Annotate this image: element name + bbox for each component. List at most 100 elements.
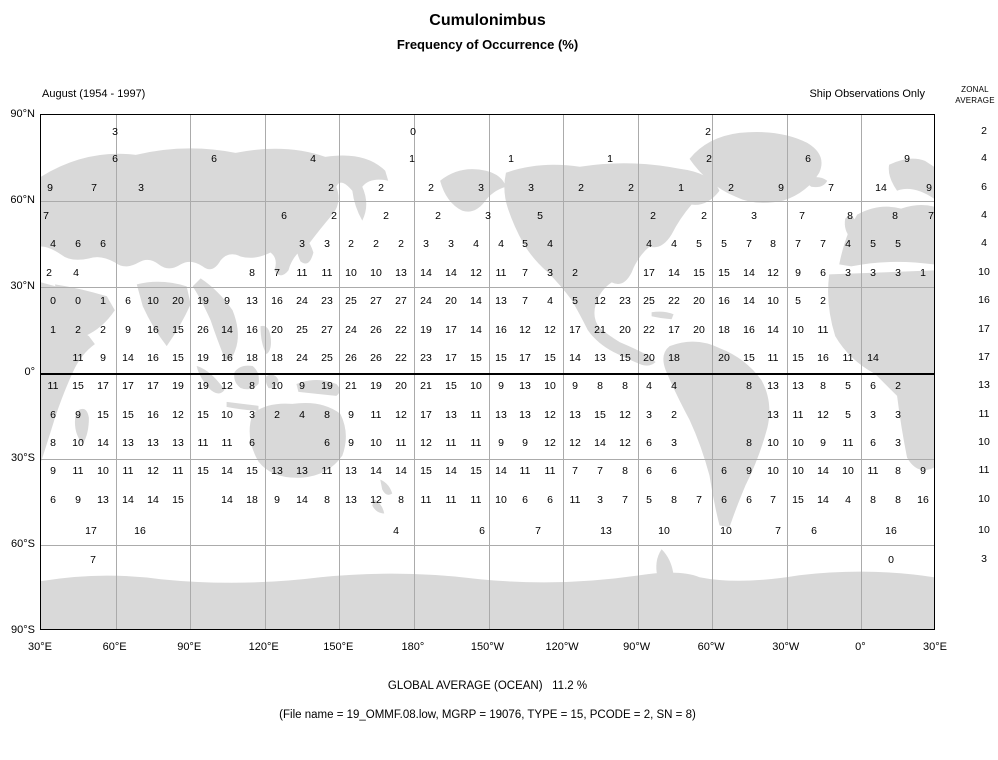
grid-value: 6 xyxy=(50,409,56,421)
lon-label: 120°E xyxy=(248,641,279,653)
landmass-philippines xyxy=(260,325,271,355)
grid-value: 6 xyxy=(721,494,727,506)
grid-value: 11 xyxy=(767,352,779,364)
grid-value: 13 xyxy=(296,465,308,477)
grid-value: 13 xyxy=(519,409,531,421)
grid-value: 24 xyxy=(420,295,432,307)
grid-value: 2 xyxy=(671,409,677,421)
grid-value: 17 xyxy=(569,324,581,336)
grid-value: 23 xyxy=(321,295,333,307)
grid-value: 3 xyxy=(646,409,652,421)
file-info-text: (File name = 19_OMMF.08.low, MGRP = 1907… xyxy=(279,709,696,721)
grid-value: 15 xyxy=(172,494,184,506)
grid-value: 12 xyxy=(594,295,606,307)
lon-label: 0° xyxy=(855,641,866,653)
grid-value: 7 xyxy=(522,295,528,307)
grid-value: 9 xyxy=(75,494,81,506)
grid-value: 12 xyxy=(519,324,531,336)
grid-value: 10 xyxy=(792,437,804,449)
grid-value: 5 xyxy=(795,295,801,307)
grid-value: 2 xyxy=(331,210,337,222)
grid-value: 0 xyxy=(50,295,56,307)
grid-value: 11 xyxy=(842,437,854,449)
landmass-antarctica xyxy=(41,571,934,629)
grid-value: 13 xyxy=(395,267,407,279)
grid-value: 7 xyxy=(522,267,528,279)
grid-value: 2 xyxy=(428,182,434,194)
grid-value: 19 xyxy=(197,380,209,392)
zonal-average-value: 16 xyxy=(978,294,990,306)
grid-value: 12 xyxy=(544,409,556,421)
lon-label: 60°W xyxy=(697,641,725,653)
grid-value: 8 xyxy=(622,465,628,477)
grid-value: 16 xyxy=(246,324,258,336)
landmass-alaska xyxy=(440,169,506,212)
zonal-average-value: 10 xyxy=(978,524,990,536)
grid-value: 9 xyxy=(50,465,56,477)
map-plot-area: 3 0 2 6 6 4 1 1 1 2 6 9 9 7 3 2 2 2 3 3 2 2 1 2 9 7 14 9 7 6 2 2 2 3 5 2 2 3 7… xyxy=(40,114,935,630)
grid-value: 13 xyxy=(519,380,531,392)
landmass-british-isles xyxy=(844,216,856,239)
landmass-borneo xyxy=(234,365,259,390)
grid-value: 8 xyxy=(892,210,898,222)
grid-value: 9 xyxy=(274,494,280,506)
grid-value: 3 xyxy=(547,267,553,279)
grid-value: 10 xyxy=(658,525,670,537)
zonal-average-value: 4 xyxy=(981,152,987,164)
grid-value: 8 xyxy=(870,494,876,506)
grid-value: 11 xyxy=(122,465,134,477)
grid-value: 14 xyxy=(767,324,779,336)
lon-label: 120°W xyxy=(545,641,579,653)
landmass-africa-east xyxy=(41,282,95,462)
grid-value: 3 xyxy=(249,409,255,421)
grid-value: 15 xyxy=(197,465,209,477)
grid-value: 1 xyxy=(607,153,613,165)
longitude-gridline xyxy=(339,115,341,629)
grid-value: 11 xyxy=(445,494,457,506)
grid-value: 13 xyxy=(345,494,357,506)
grid-value: 12 xyxy=(147,465,159,477)
lon-label: 150°W xyxy=(470,641,505,653)
grid-value: 6 xyxy=(721,465,727,477)
grid-value: 17 xyxy=(147,380,159,392)
grid-value: 6 xyxy=(50,494,56,506)
zonal-average-value: 4 xyxy=(981,237,987,249)
grid-value: 5 xyxy=(721,238,727,250)
grid-value: 14 xyxy=(122,494,134,506)
grid-value: 8 xyxy=(50,437,56,449)
landmass-south-america xyxy=(663,341,770,528)
latitude-gridline xyxy=(41,459,934,460)
grid-value: 3 xyxy=(597,494,603,506)
grid-value: 4 xyxy=(547,295,553,307)
grid-value: 10 xyxy=(370,267,382,279)
grid-value: 11 xyxy=(72,352,84,364)
grid-value: 4 xyxy=(393,525,399,537)
grid-value: 16 xyxy=(134,525,146,537)
grid-value: 13 xyxy=(594,352,606,364)
landmass-antarctic-peninsula xyxy=(656,549,674,578)
equator-line xyxy=(41,373,934,375)
grid-value: 15 xyxy=(172,324,184,336)
grid-value: 6 xyxy=(870,437,876,449)
grid-value: 4 xyxy=(50,238,56,250)
grid-value: 10 xyxy=(767,437,779,449)
grid-value: 11 xyxy=(569,494,581,506)
zonal-average-value: 13 xyxy=(978,379,990,391)
grid-value: 11 xyxy=(470,437,482,449)
grid-value: 2 xyxy=(578,182,584,194)
grid-value: 15 xyxy=(544,352,556,364)
grid-value: 15 xyxy=(693,267,705,279)
grid-value: 1 xyxy=(678,182,684,194)
grid-value: 9 xyxy=(47,182,53,194)
grid-value: 9 xyxy=(746,465,752,477)
grid-value: 7 xyxy=(820,238,826,250)
grid-value: 9 xyxy=(820,437,826,449)
grid-value: 7 xyxy=(622,494,628,506)
lon-label: 30°W xyxy=(772,641,800,653)
grid-value: 6 xyxy=(125,295,131,307)
grid-value: 8 xyxy=(597,380,603,392)
grid-value: 2 xyxy=(274,409,280,421)
grid-value: 2 xyxy=(383,210,389,222)
grid-value: 14 xyxy=(817,494,829,506)
grid-value: 11 xyxy=(321,267,333,279)
